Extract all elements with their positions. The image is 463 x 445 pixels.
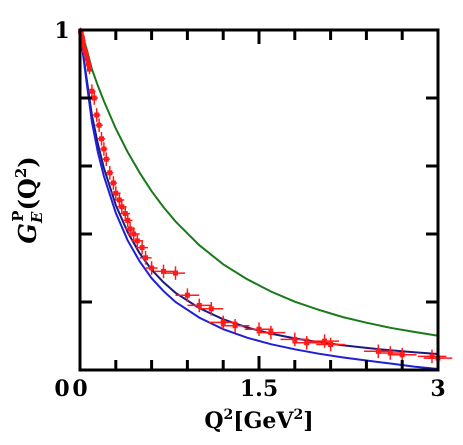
point-marker — [268, 330, 274, 336]
point-marker — [83, 51, 89, 57]
data-point-16 — [97, 132, 106, 146]
data-point-34 — [175, 288, 200, 302]
x-tick-label: 3 — [430, 376, 445, 402]
y-axis-title: GEP(Q2) — [9, 156, 46, 243]
x-tick-label: 1.5 — [240, 376, 278, 402]
point-marker — [99, 136, 104, 142]
data-point-37 — [208, 315, 238, 330]
point-marker — [304, 340, 310, 346]
series-line-2 — [79, 29, 439, 355]
point-marker — [134, 238, 140, 244]
y-tick-label: 0 — [54, 376, 69, 402]
point-marker — [110, 180, 116, 186]
point-marker — [387, 350, 393, 356]
point-marker — [91, 95, 97, 101]
data-point-44 — [316, 337, 345, 352]
point-marker — [149, 265, 155, 271]
point-marker — [101, 146, 107, 152]
point-marker — [131, 231, 137, 237]
point-marker — [375, 348, 381, 354]
data-point-36 — [199, 302, 224, 316]
series-line-3 — [79, 29, 439, 370]
y-axis-title-arg-open: (Q — [13, 178, 42, 210]
point-marker — [196, 302, 202, 308]
y-axis-title-base: G — [13, 223, 42, 244]
point-marker — [399, 352, 405, 358]
data-point-38 — [220, 319, 250, 333]
point-marker — [81, 42, 87, 48]
data-point-17 — [100, 142, 108, 156]
point-marker — [87, 66, 92, 72]
data-point-48 — [417, 349, 447, 364]
point-marker — [256, 326, 262, 332]
data-point-19 — [106, 166, 114, 180]
point-marker — [139, 245, 145, 251]
data-point-42 — [292, 336, 322, 350]
point-marker — [184, 292, 190, 298]
point-marker — [107, 170, 113, 176]
tick-label-layer: 0 1.5 3 0 1 — [54, 18, 445, 402]
data-point-18 — [102, 152, 110, 166]
data-point-32 — [154, 264, 174, 279]
x-axis-title-rest: [GeV — [233, 408, 294, 434]
data-point-41 — [280, 332, 310, 347]
data-point-43 — [310, 334, 339, 348]
data-point-28 — [131, 234, 144, 248]
data-point-20 — [109, 176, 117, 190]
point-marker — [429, 353, 435, 359]
point-marker — [89, 88, 95, 94]
tick-layer — [78, 28, 440, 372]
y-axis-title-sup: P — [9, 210, 27, 221]
x-axis-title-end: ] — [303, 408, 313, 434]
data-point-31 — [145, 261, 158, 275]
data-layer — [78, 27, 453, 370]
data-point-25 — [123, 213, 133, 228]
data-point-11 — [87, 64, 92, 75]
point-marker — [113, 190, 119, 196]
plot-frame — [78, 28, 440, 372]
series-line-1 — [79, 29, 439, 337]
data-point-15 — [95, 118, 103, 132]
data-point-33 — [165, 266, 185, 280]
point-marker — [127, 226, 133, 232]
y-axis-title-sub: E — [28, 211, 46, 224]
point-marker — [96, 122, 102, 128]
data-point-39 — [244, 322, 274, 336]
data-point-40 — [256, 325, 286, 340]
point-marker — [232, 323, 238, 329]
data-point-35 — [187, 298, 212, 313]
x-tick-label: 0 — [72, 376, 87, 402]
point-marker — [82, 47, 88, 53]
x-axis-title-sup: 2 — [223, 407, 233, 423]
point-marker — [122, 211, 128, 217]
point-marker — [322, 338, 328, 344]
point-marker — [116, 197, 122, 203]
point-marker — [85, 61, 91, 67]
point-marker — [119, 204, 125, 210]
x-axis-title-base: Q — [204, 408, 223, 434]
y-axis-title-arg-sup: 2 — [12, 168, 30, 178]
point-marker — [220, 319, 226, 325]
point-marker — [161, 268, 166, 274]
point-marker — [94, 112, 100, 118]
x-axis-title: Q2[GeV2] — [204, 407, 313, 434]
point-marker — [103, 156, 109, 162]
data-point-14 — [93, 108, 101, 122]
x-axis-title-sup2: 2 — [294, 407, 304, 423]
point-marker — [84, 56, 90, 62]
point-marker — [173, 270, 178, 276]
point-marker — [208, 306, 214, 312]
data-point-30 — [139, 251, 152, 265]
point-marker — [292, 336, 298, 342]
data-point-29 — [136, 240, 148, 255]
data-point-47 — [387, 347, 417, 362]
point-marker — [125, 217, 131, 223]
point-marker — [328, 342, 334, 347]
y-axis-title-arg-close: ) — [13, 156, 42, 167]
point-marker — [143, 255, 149, 261]
y-tick-label: 1 — [54, 18, 69, 44]
